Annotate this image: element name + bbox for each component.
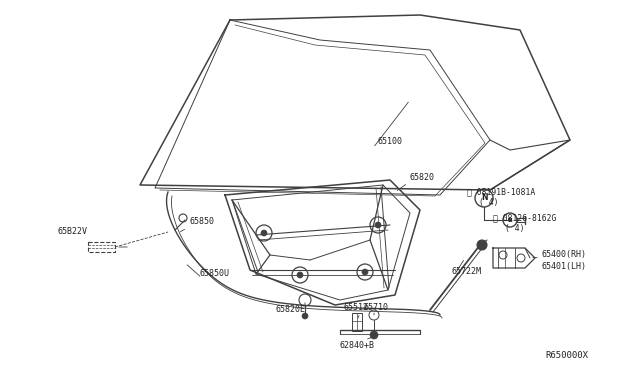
Text: 65820E: 65820E xyxy=(275,305,305,314)
Text: N: N xyxy=(481,193,487,202)
Circle shape xyxy=(261,230,267,236)
Text: B: B xyxy=(508,218,513,222)
Text: 65850: 65850 xyxy=(190,218,215,227)
Text: 65722M: 65722M xyxy=(452,267,482,276)
Text: 65B22V: 65B22V xyxy=(58,228,88,237)
Text: 65100: 65100 xyxy=(378,138,403,147)
Text: 65512: 65512 xyxy=(343,304,368,312)
Circle shape xyxy=(477,240,487,250)
Text: 65400(RH): 65400(RH) xyxy=(542,250,587,260)
Circle shape xyxy=(362,269,368,275)
Circle shape xyxy=(375,222,381,228)
Text: 65401(LH): 65401(LH) xyxy=(542,263,587,272)
Bar xyxy=(352,313,362,331)
Text: R650000X: R650000X xyxy=(545,350,588,359)
Text: 65710: 65710 xyxy=(364,304,389,312)
Text: ( 4): ( 4) xyxy=(505,224,525,234)
Text: 62840+B: 62840+B xyxy=(340,340,375,350)
Circle shape xyxy=(370,331,378,339)
Text: 65850U: 65850U xyxy=(200,269,230,279)
Text: 65820: 65820 xyxy=(410,173,435,183)
Text: ( 4): ( 4) xyxy=(479,199,499,208)
Circle shape xyxy=(297,272,303,278)
Text: Ⓑ 08126-8162G: Ⓑ 08126-8162G xyxy=(493,214,556,222)
Text: ⓝ 08191B-1081A: ⓝ 08191B-1081A xyxy=(467,187,535,196)
Circle shape xyxy=(302,313,308,319)
